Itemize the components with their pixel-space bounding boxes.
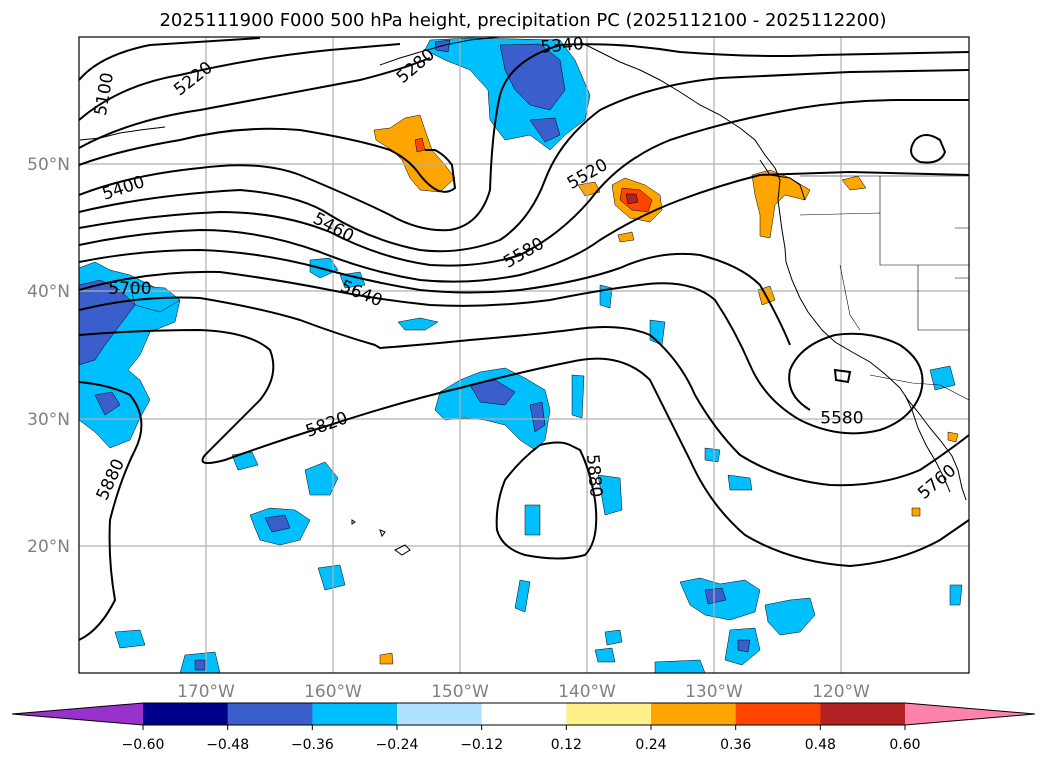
contour-label-text: 5700: [108, 279, 151, 299]
colorbar-segment: [651, 703, 737, 725]
colorbar-segment: [143, 703, 229, 725]
figure-title: 2025111900 F000 500 hPa height, precipit…: [159, 10, 886, 31]
lon-tick-label: 120°W: [812, 682, 870, 702]
colorbar-segment: [820, 703, 906, 725]
contour-label: 5880: [582, 453, 606, 498]
map-panel: 5100 5220 5280 5340540054605520558056405700…: [78, 34, 970, 674]
colorbar-segment: [735, 703, 821, 725]
colorbar-segments: [12, 703, 1035, 725]
colorbar-extend-high: [905, 703, 1035, 725]
colorbar-segment: [227, 703, 313, 725]
lon-tick-label: 170°W: [177, 682, 235, 702]
latitude-axis: 50°N 40°N 30°N 20°N: [27, 155, 70, 557]
colorbar-segment: [312, 703, 398, 725]
lon-tick-label: 140°W: [558, 682, 616, 702]
map-frame: [78, 36, 970, 674]
colorbar-tick-label: 0.12: [551, 737, 582, 753]
graticule: [79, 37, 969, 673]
colorbar-tick-label: −0.36: [291, 737, 334, 753]
longitude-axis: 170°W 160°W 150°W 140°W 130°W 120°W: [177, 682, 870, 702]
colorbar-segment: [566, 703, 652, 725]
colorbar: −0.60 −0.48 −0.36 −0.24 −0.12 0.12 0.24 0.36 0.4…: [11, 702, 1036, 753]
political-borders: [799, 175, 969, 401]
colorbar-extend-low: [12, 703, 143, 725]
colorbar-tick-label: −0.60: [122, 737, 165, 753]
coastlines: [79, 37, 967, 556]
colorbar-tick-label: −0.12: [460, 737, 503, 753]
lon-tick-label: 160°W: [304, 682, 362, 702]
colorbar-tick-label: −0.24: [376, 737, 419, 753]
lon-tick-label: 130°W: [685, 682, 743, 702]
contour-label-text: 5580: [820, 409, 863, 429]
colorbar-tick-label: 0.36: [720, 737, 751, 753]
colorbar-segment: [481, 703, 567, 725]
colorbar-tick-label: −0.48: [206, 737, 249, 753]
contour-label: 5340: [540, 34, 585, 58]
colorbar-tick-label: 0.48: [805, 737, 836, 753]
colorbar-tick-label: 0.60: [889, 737, 920, 753]
colorbar-segment: [397, 703, 483, 725]
lat-tick-label: 40°N: [27, 282, 70, 302]
lat-tick-label: 30°N: [27, 410, 70, 430]
contour-label-text: 5340: [540, 34, 585, 58]
lon-tick-label: 150°W: [431, 682, 489, 702]
lat-tick-label: 50°N: [27, 155, 70, 175]
height-contours: [79, 37, 969, 641]
contour-label: 5700: [108, 279, 151, 299]
precipitation-shading: [79, 37, 963, 673]
colorbar-ticks: −0.60 −0.48 −0.36 −0.24 −0.12 0.12 0.24 0.36 0.4…: [122, 725, 921, 753]
contour-label: 5580: [820, 409, 863, 429]
lat-tick-label: 20°N: [27, 537, 70, 557]
contour-label-text: 5880: [582, 453, 606, 498]
colorbar-tick-label: 0.24: [635, 737, 666, 753]
